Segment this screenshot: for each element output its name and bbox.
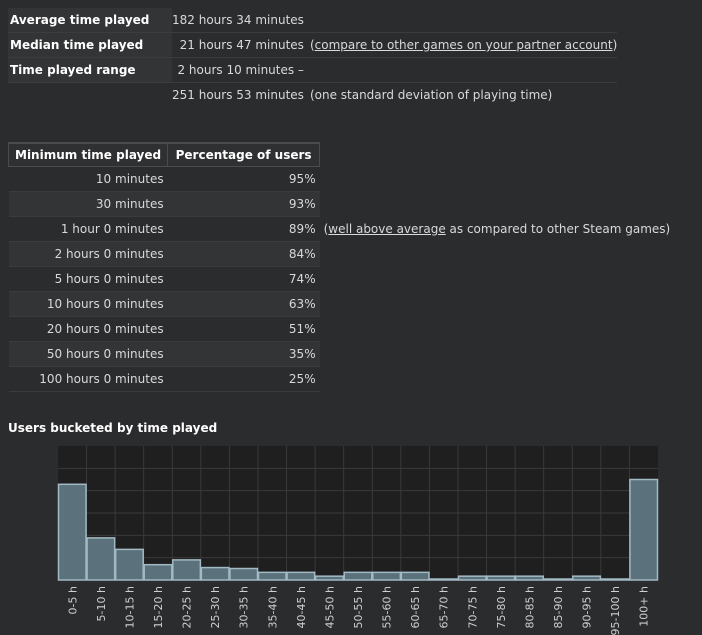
x-tick-label: 40-45 h [295, 586, 308, 628]
histogram-bar-100-h[interactable] [629, 478, 659, 581]
histogram-bar-45-50-h[interactable] [314, 575, 344, 581]
x-tick-label: 55-60 h [381, 586, 394, 628]
min-time-cell: 10 minutes [8, 166, 168, 192]
table-row: 5 hours 0 minutes 74% [8, 266, 671, 292]
x-tick-label: 75-80 h [495, 586, 508, 628]
histogram-bar-20-25-h[interactable] [172, 559, 202, 581]
histogram-bar-75-80-h[interactable] [486, 575, 516, 581]
x-tick-label: 85-90 h [552, 586, 565, 628]
table-row: 30 minutes 93% [8, 191, 671, 217]
table-row: 1 hour 0 minutes 89% (well above average a… [8, 216, 671, 242]
x-tick-label: 45-50 h [323, 586, 336, 628]
x-tick-label: 30-35 h [238, 586, 251, 628]
range-label: Time played range [8, 57, 172, 83]
average-label: Average time played [8, 8, 172, 33]
summary-row-range-end: 251 hours 53 minutes (one standard devia… [8, 83, 617, 108]
x-tick-label: 95-100 h [609, 586, 622, 635]
range-note: (one standard deviation of playing time) [309, 88, 553, 102]
x-tick-label: 100+ h [638, 586, 651, 627]
playtime-histogram: 0-5 h 5-10 h 10-15 h 15-20 h 20-25 h 25-30 h 3… [57, 446, 659, 635]
histogram-bar-5-10-h[interactable] [86, 537, 116, 581]
playtime-summary-table: Average time played 182 hours 34 minutes… [8, 8, 618, 108]
histogram-bar-30-35-h[interactable] [229, 567, 259, 581]
table-row: 10 hours 0 minutes 63% [8, 291, 671, 317]
histogram-bar-85-90-h[interactable] [543, 578, 573, 581]
histogram-bar-0-5-h[interactable] [57, 483, 87, 581]
histogram-bar-40-45-h[interactable] [286, 571, 316, 581]
histogram-bar-95-100-h[interactable] [600, 578, 630, 581]
percentage-cell: 95% [167, 166, 320, 192]
min-time-cell: 10 hours 0 minutes [8, 291, 168, 317]
column-header-percentage: Percentage of users [167, 142, 321, 167]
above-average-link[interactable]: well above average [328, 222, 446, 236]
x-tick-label: 70-75 h [466, 586, 479, 628]
histogram-bar-90-95-h[interactable] [572, 575, 602, 581]
column-header-minimum-time: Minimum time played [7, 142, 169, 167]
min-time-cell: 1 hour 0 minutes [8, 216, 168, 242]
median-label: Median time played [8, 32, 172, 58]
percentage-cell: 25% [167, 366, 320, 392]
x-tick-label: 50-55 h [352, 586, 365, 628]
x-tick-label: 15-20 h [152, 586, 165, 628]
percentage-cell: 84% [167, 241, 320, 267]
x-tick-label: 25-30 h [209, 586, 222, 628]
histogram-bar-50-55-h[interactable] [343, 571, 373, 581]
percentage-cell: 35% [167, 341, 320, 367]
min-time-cell: 2 hours 0 minutes [8, 241, 168, 267]
average-value: 182 hours 34 minutes [172, 8, 308, 33]
x-tick-label: 10-15 h [123, 586, 136, 628]
percentage-cell: 51% [167, 316, 320, 342]
percentage-cell: 74% [167, 266, 320, 292]
histogram-bar-35-40-h[interactable] [257, 571, 287, 581]
summary-row-average: Average time played 182 hours 34 minutes [8, 8, 618, 33]
min-time-cell: 5 hours 0 minutes [8, 266, 168, 292]
min-time-cell: 20 hours 0 minutes [8, 316, 168, 342]
table-row: 2 hours 0 minutes 84% [8, 241, 671, 267]
table-row: 20 hours 0 minutes 51% [8, 316, 671, 342]
table-row: 50 hours 0 minutes 35% [8, 341, 671, 367]
min-time-cell: 100 hours 0 minutes [8, 366, 168, 392]
x-tick-label: 65-70 h [438, 586, 451, 628]
median-value: 21 hours 47 minutes [172, 32, 308, 58]
min-time-cell: 30 minutes [8, 191, 168, 217]
range-value-start: 2 hours 10 minutes – [172, 57, 308, 83]
histogram-bar-60-65-h[interactable] [400, 571, 430, 581]
histogram-bar-65-70-h[interactable] [429, 578, 459, 581]
x-tick-label: 35-40 h [266, 586, 279, 628]
x-tick-label: 0-5 h [66, 586, 79, 614]
comparison-note: (well above average as compared to other… [323, 222, 671, 236]
playtime-thresholds-table: Minimum time played Percentage of users … [7, 142, 671, 392]
summary-row-median: Median time played 21 hours 47 minutes (… [8, 32, 618, 58]
min-time-cell: 50 hours 0 minutes [8, 341, 168, 367]
histogram-bar-15-20-h[interactable] [143, 563, 173, 581]
histogram-bar-25-30-h[interactable] [200, 566, 230, 581]
x-tick-label: 90-95 h [581, 586, 594, 628]
x-tick-label: 80-85 h [523, 586, 536, 628]
histogram-bar-70-75-h[interactable] [457, 575, 487, 581]
histogram-bar-55-60-h[interactable] [372, 571, 402, 581]
summary-row-range: Time played range 2 hours 10 minutes – [8, 57, 618, 83]
x-tick-label: 60-65 h [409, 586, 422, 628]
table-row: 100 hours 0 minutes 25% [8, 366, 671, 392]
percentage-cell: 93% [167, 191, 320, 217]
x-tick-label: 5-10 h [95, 586, 108, 621]
range-value-end: 251 hours 53 minutes [172, 88, 304, 102]
x-tick-label: 20-25 h [181, 586, 194, 628]
compare-games-link[interactable]: compare to other games on your partner a… [314, 38, 613, 52]
chart-title: Users bucketed by time played [8, 421, 218, 435]
percentage-cell: 89% [167, 216, 320, 242]
table-row: 10 minutes 95% [8, 166, 671, 192]
percentage-cell: 63% [167, 291, 320, 317]
median-note: (compare to other games on your partner … [307, 32, 618, 58]
histogram-bar-10-15-h[interactable] [114, 548, 144, 581]
histogram-bar-80-85-h[interactable] [514, 575, 544, 581]
